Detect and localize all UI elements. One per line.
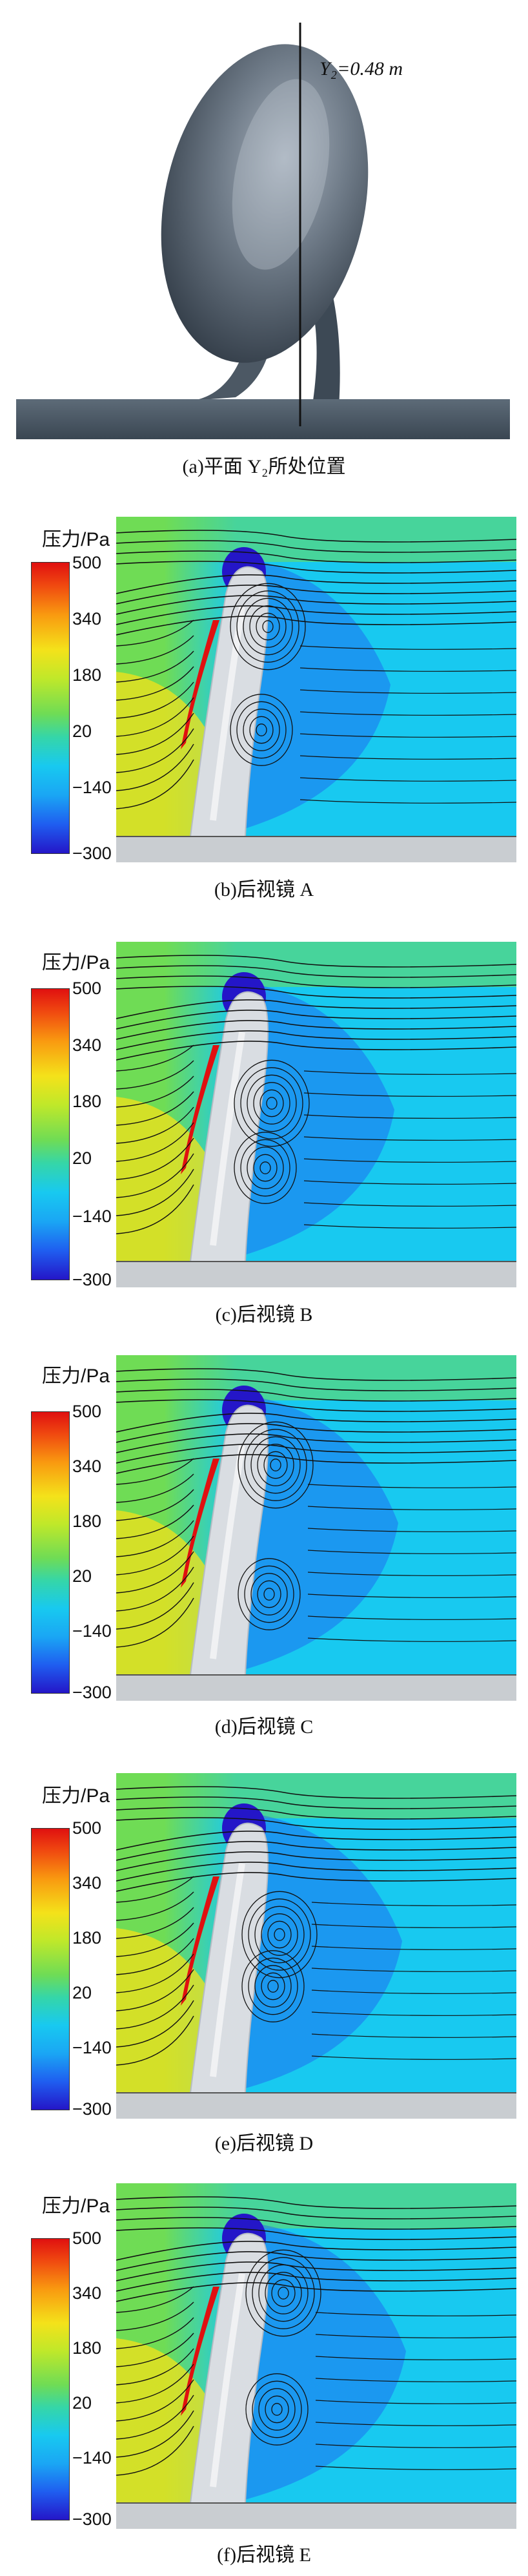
colorbar-tick: 500 — [72, 1402, 102, 1421]
pressure-contour-svg — [116, 2183, 516, 2529]
colorbar-tick: −140 — [72, 1207, 112, 1226]
colorbar-tick: −300 — [72, 1270, 112, 1289]
pressure-field-panel-f — [116, 2183, 516, 2529]
colorbar-tick: 340 — [72, 1457, 102, 1476]
colorbar-tick: 340 — [72, 609, 102, 628]
colorbar-tick: −140 — [72, 778, 112, 797]
colorbar-tick: 20 — [72, 1148, 92, 1168]
caption-a: (a)平面 Y₂所处位置 — [182, 456, 346, 477]
caption-d: (d)后视镜 C — [214, 1716, 314, 1738]
pressure-colorbar — [31, 562, 70, 854]
colorbar-title: 压力/Pa — [42, 2196, 110, 2217]
colorbar-tick: −300 — [72, 2099, 112, 2119]
pressure-colorbar — [31, 988, 70, 1280]
colorbar-tick: 500 — [72, 553, 102, 572]
pressure-contour-svg — [116, 942, 516, 1287]
caption-f: (f)后视镜 E — [217, 2544, 311, 2566]
pressure-contour-svg — [116, 517, 516, 862]
colorbar-tick: 500 — [72, 979, 102, 998]
colorbar-tick: −300 — [72, 2509, 112, 2529]
pressure-field-panel-c — [116, 942, 516, 1287]
colorbar-title: 压力/Pa — [42, 952, 110, 973]
plane-position-label: Y₂=0.48 m — [320, 58, 403, 79]
colorbar-tick: −140 — [72, 2038, 112, 2057]
pressure-colorbar — [31, 1828, 70, 2110]
colorbar-tick: 180 — [72, 1511, 102, 1531]
pressure-contour-svg — [116, 1355, 516, 1701]
mirror-3d-figure: Y₂=0.48 m — [16, 19, 510, 449]
pressure-field-panel-b — [116, 517, 516, 862]
colorbar-tick: −140 — [72, 2448, 112, 2467]
colorbar-title: 压力/Pa — [42, 1366, 110, 1387]
pressure-contour-svg — [116, 1773, 516, 2119]
colorbar-tick: −300 — [72, 1683, 112, 1702]
colorbar-tick: −300 — [72, 844, 112, 863]
colorbar-tick: 20 — [72, 2393, 92, 2413]
pressure-field-panel-e — [116, 1773, 516, 2119]
colorbar-tick: 180 — [72, 2338, 102, 2358]
colorbar-title: 压力/Pa — [42, 529, 110, 550]
colorbar-tick: 500 — [72, 1818, 102, 1838]
colorbar-tick: 180 — [72, 1092, 102, 1111]
caption-b: (b)后视镜 A — [214, 879, 314, 900]
colorbar-tick: −140 — [72, 1621, 112, 1641]
colorbar-tick: 180 — [72, 665, 102, 685]
colorbar-tick: 340 — [72, 2283, 102, 2303]
caption-c: (c)后视镜 B — [215, 1304, 313, 1325]
colorbar-title: 压力/Pa — [42, 1785, 110, 1807]
pressure-colorbar — [31, 2238, 70, 2520]
colorbar-tick: 340 — [72, 1873, 102, 1893]
colorbar-tick: 20 — [72, 722, 92, 741]
colorbar-tick: 20 — [72, 1566, 92, 1586]
colorbar-tick: 340 — [72, 1035, 102, 1055]
pressure-colorbar — [31, 1411, 70, 1694]
colorbar-tick: 180 — [72, 1928, 102, 1948]
colorbar-tick: 500 — [72, 2228, 102, 2248]
pressure-field-panel-d — [116, 1355, 516, 1701]
colorbar-tick: 20 — [72, 1983, 92, 2002]
caption-e: (e)后视镜 D — [214, 2133, 314, 2154]
